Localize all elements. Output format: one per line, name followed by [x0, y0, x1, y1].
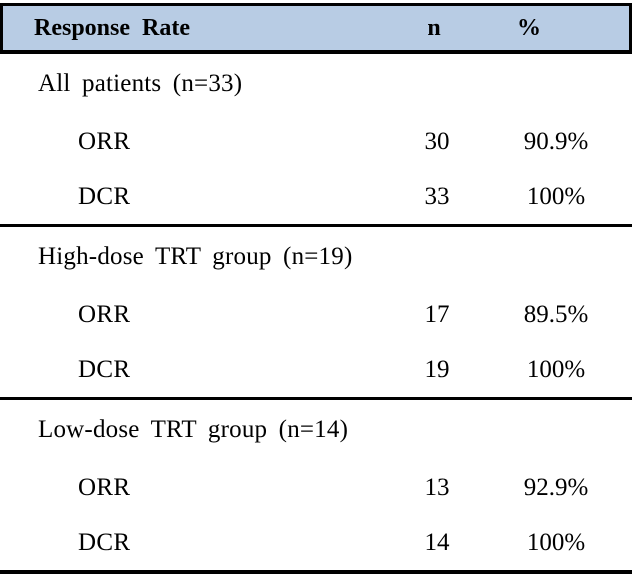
row-label: ORR: [78, 127, 131, 155]
section-title: Low-dose TRT group (n=14): [38, 416, 349, 443]
row-label: DCR: [78, 528, 131, 556]
row-n-value: 14: [424, 528, 450, 556]
row-pct-value: 100%: [526, 355, 586, 383]
section-title: High-dose TRT group (n=19): [38, 243, 353, 270]
section-low-dose: Low-dose TRT group (n=14) ORR 13 92.9% D…: [0, 397, 632, 570]
table-row: ORR 30 90.9%: [0, 114, 632, 169]
row-pct-value: 90.9%: [523, 127, 589, 155]
row-n-value: 13: [424, 473, 450, 501]
row-pct-value: 89.5%: [523, 300, 589, 328]
row-n-value: 17: [424, 300, 450, 328]
row-n-value: 30: [424, 127, 450, 155]
table-row: ORR 17 89.5%: [0, 287, 632, 342]
table-header-row: Response Rate n %: [0, 3, 632, 54]
table-row: ORR 13 92.9%: [0, 460, 632, 515]
row-pct-value: 100%: [526, 528, 586, 556]
row-n-value: 33: [424, 182, 450, 210]
table-row: DCR 14 100%: [0, 515, 632, 570]
row-label: ORR: [78, 473, 131, 501]
header-col-n: n: [427, 14, 441, 41]
table-row: DCR 33 100%: [0, 169, 632, 224]
row-n-value: 19: [424, 355, 450, 383]
row-label: DCR: [78, 182, 131, 210]
row-pct-value: 100%: [526, 182, 586, 210]
table-row: DCR 19 100%: [0, 342, 632, 397]
row-pct-value: 92.9%: [523, 473, 589, 501]
section-all-patients: All patients (n=33) ORR 30 90.9% DCR 33 …: [0, 54, 632, 224]
header-col-pct: %: [517, 14, 541, 41]
header-response-rate: Response Rate: [34, 14, 190, 41]
row-label: DCR: [78, 355, 131, 383]
response-rate-table: Response Rate n % All patients (n=33) OR…: [0, 3, 632, 574]
row-label: ORR: [78, 300, 131, 328]
section-title: All patients (n=33): [38, 70, 243, 97]
section-high-dose: High-dose TRT group (n=19) ORR 17 89.5% …: [0, 224, 632, 397]
